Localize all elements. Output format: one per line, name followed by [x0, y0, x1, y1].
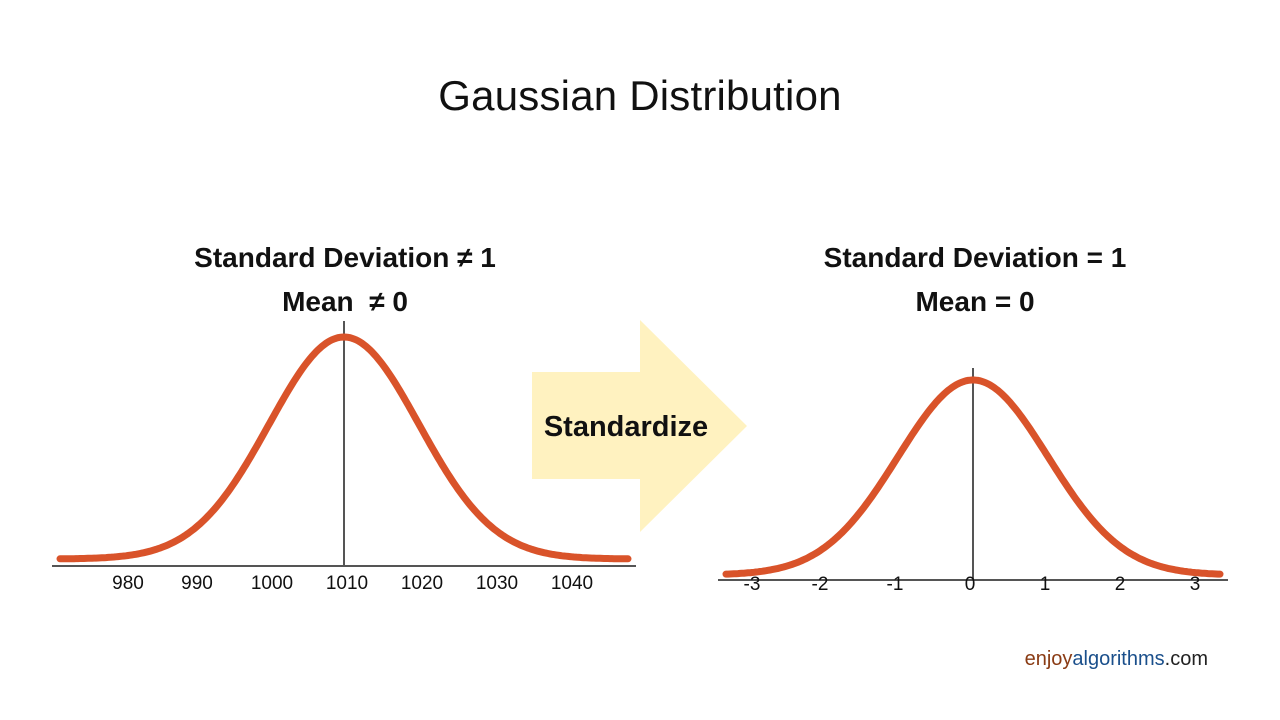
right-mean-label: Mean = 0 [915, 286, 1035, 317]
tick-label: 1030 [476, 573, 518, 594]
arrow-label: Standardize [544, 411, 708, 443]
right-chart-heading: Standard Deviation = 1 Mean = 0 [730, 236, 1220, 324]
brand-part-algorithms: algorithms [1072, 648, 1165, 670]
tick-label: -3 [744, 574, 761, 595]
tick-label: 1020 [401, 573, 443, 594]
tick-label: 1040 [551, 573, 593, 594]
tick-label: 1000 [251, 573, 293, 594]
tick-label: 980 [112, 573, 144, 594]
right-tick-labels: -3 -2 -1 0 1 2 3 [744, 574, 1201, 595]
page-title: Gaussian Distribution [438, 72, 842, 119]
left-gaussian-curve [56, 333, 632, 563]
left-chart: 980 990 1000 1010 1020 1030 1040 [52, 321, 636, 594]
right-std-label: Standard Deviation = 1 [823, 242, 1127, 273]
brand-part-enjoy: enjoy [1024, 648, 1073, 670]
right-gaussian-curve [722, 376, 1224, 578]
brand-logo: enjoyalgorithms.com [1025, 648, 1208, 671]
right-chart: -3 -2 -1 0 1 2 3 [718, 368, 1228, 595]
tick-label: 2 [1115, 574, 1126, 595]
left-mean-label: Mean ≠ 0 [282, 286, 408, 317]
tick-label: 0 [965, 574, 976, 595]
arrow-shape [532, 320, 747, 532]
left-tick-labels: 980 990 1000 1010 1020 1030 1040 [112, 573, 593, 594]
tick-label: -1 [887, 574, 904, 595]
tick-label: 1010 [326, 573, 368, 594]
brand-part-com: .com [1164, 648, 1208, 670]
left-std-label: Standard Deviation ≠ 1 [194, 242, 496, 273]
tick-label: 3 [1190, 574, 1201, 595]
tick-label: 1 [1040, 574, 1051, 595]
tick-label: 990 [181, 573, 213, 594]
tick-label: -2 [812, 574, 829, 595]
standardize-arrow: Standardize [532, 320, 747, 532]
left-chart-heading: Standard Deviation ≠ 1 Mean ≠ 0 [100, 236, 590, 324]
